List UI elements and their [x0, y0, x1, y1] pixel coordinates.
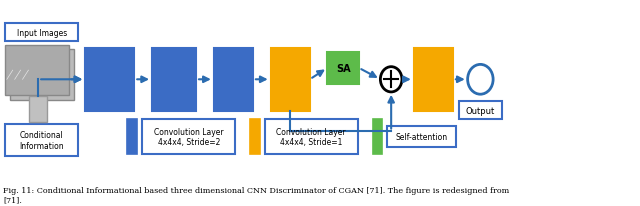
FancyBboxPatch shape: [5, 24, 79, 42]
FancyBboxPatch shape: [10, 50, 74, 101]
FancyBboxPatch shape: [127, 120, 137, 154]
Text: Output: Output: [466, 106, 495, 115]
FancyBboxPatch shape: [413, 49, 453, 111]
FancyBboxPatch shape: [5, 46, 68, 96]
FancyBboxPatch shape: [372, 120, 382, 154]
FancyBboxPatch shape: [85, 49, 134, 111]
Text: Conditional
Information: Conditional Information: [19, 131, 64, 150]
Text: Convolution Layer
4x4x4, Stride=1: Convolution Layer 4x4x4, Stride=1: [276, 127, 346, 147]
FancyBboxPatch shape: [5, 124, 79, 156]
Text: Fig. 11: Conditional Informational based three dimensional CNN Discriminator of : Fig. 11: Conditional Informational based…: [3, 186, 509, 203]
FancyBboxPatch shape: [142, 120, 236, 154]
FancyBboxPatch shape: [328, 53, 359, 84]
Text: SA: SA: [336, 63, 351, 74]
FancyBboxPatch shape: [29, 97, 47, 122]
FancyBboxPatch shape: [387, 127, 456, 147]
FancyBboxPatch shape: [214, 49, 253, 111]
FancyBboxPatch shape: [265, 120, 358, 154]
Text: Input Images: Input Images: [17, 29, 67, 37]
Text: Convolution Layer
4x4x4, Stride=2: Convolution Layer 4x4x4, Stride=2: [154, 127, 223, 147]
FancyBboxPatch shape: [271, 49, 310, 111]
Text: Self-attention: Self-attention: [396, 132, 447, 142]
FancyBboxPatch shape: [250, 120, 260, 154]
FancyBboxPatch shape: [459, 102, 502, 120]
FancyBboxPatch shape: [152, 49, 196, 111]
